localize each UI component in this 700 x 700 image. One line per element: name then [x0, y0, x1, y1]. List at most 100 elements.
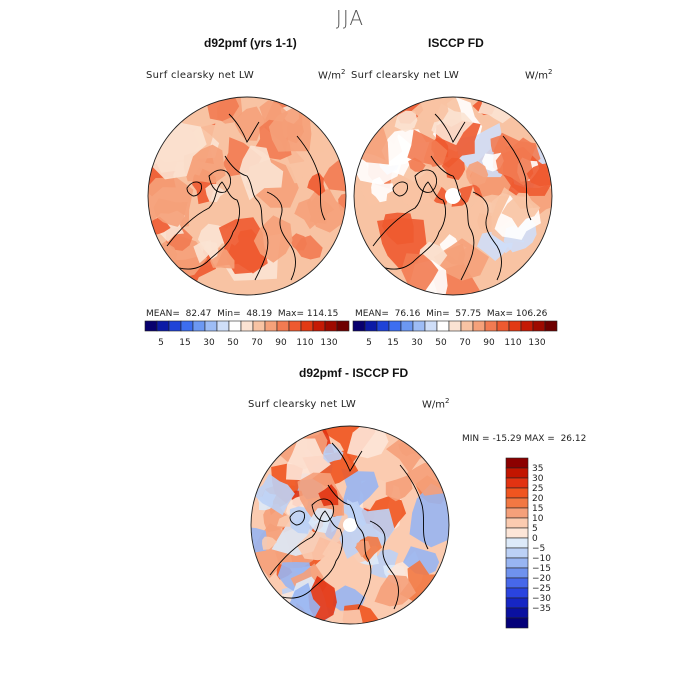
obs-polar-map: [353, 96, 553, 296]
colorbar-tick-label: 70: [251, 338, 263, 348]
colorbar-tick-label: 5: [366, 338, 372, 348]
model-units-label: W/m2: [318, 68, 346, 82]
colorbar-swatch: [496, 320, 510, 332]
colorbar-swatch: [532, 320, 546, 332]
colorbar-swatch: [240, 320, 254, 332]
colorbar-tick-label: −25: [532, 584, 551, 594]
colorbar-tick-label: 110: [296, 338, 313, 348]
model-variable-label: Surf clearsky net LW: [146, 70, 255, 81]
colorbar-swatch: [472, 320, 486, 332]
colorbar-swatch: [505, 607, 529, 619]
colorbar-swatch: [276, 320, 290, 332]
colorbar-tick-label: 30: [532, 474, 544, 484]
colorbar-swatch: [364, 320, 378, 332]
colorbar-swatch: [400, 320, 414, 332]
obs-max-label: Max=: [486, 309, 514, 319]
colorbar-tick-label: 15: [532, 504, 543, 514]
colorbar-tick-label: −35: [532, 604, 551, 614]
colorbar-swatch: [424, 320, 438, 332]
colorbar-tick-label: 70: [459, 338, 471, 348]
colorbar-swatch: [352, 320, 366, 332]
colorbar-swatch: [505, 497, 529, 509]
colorbar-tick-label: 130: [320, 338, 337, 348]
obs-panel-title: ISCCP FD: [428, 36, 484, 50]
colorbar-swatch: [264, 320, 278, 332]
diff-min-label: MIN =: [462, 434, 490, 444]
colorbar-tick-label: 5: [158, 338, 164, 348]
colorbar-swatch: [204, 320, 218, 332]
model-polar-map: [147, 96, 347, 296]
colorbar-tick-label: −30: [532, 594, 551, 604]
colorbar-swatch: [505, 567, 529, 579]
colorbar-tick-label: −10: [532, 554, 551, 564]
colorbar-swatch: [300, 320, 314, 332]
diff-min-value: -15.29: [492, 434, 522, 444]
colorbar-swatch: [520, 320, 534, 332]
obs-min-label: Min=: [426, 309, 450, 319]
colorbar-swatch: [448, 320, 462, 332]
colorbar-tick-label: 30: [411, 338, 423, 348]
colorbar-swatch: [544, 320, 558, 332]
colorbar-swatch: [336, 320, 350, 332]
colorbar-tick-label: 15: [179, 338, 190, 348]
colorbar-swatch: [376, 320, 390, 332]
diff-panel-title: d92pmf - ISCCP FD: [299, 366, 409, 380]
colorbar-tick-label: −15: [532, 564, 551, 574]
colorbar-tick-label: 90: [483, 338, 495, 348]
obs-colorbar: 5 15 30 50 70 90 110 130: [352, 320, 558, 348]
colorbar-swatch: [144, 320, 158, 332]
colorbar-swatch: [436, 320, 450, 332]
obs-min-value: 57.75: [455, 309, 482, 319]
model-panel-title: d92pmf (yrs 1-1): [204, 36, 297, 50]
colorbar-swatch: [460, 320, 474, 332]
model-min-value: 48.19: [246, 309, 273, 319]
colorbar-tick-label: 5: [532, 524, 538, 534]
colorbar-swatch: [388, 320, 402, 332]
obs-max-value: 106.26: [515, 309, 548, 319]
colorbar-swatch: [156, 320, 170, 332]
colorbar-swatch: [412, 320, 426, 332]
colorbar-swatch: [508, 320, 522, 332]
colorbar-tick-label: 110: [504, 338, 521, 348]
model-mean-value: 82.47: [185, 309, 212, 319]
colorbar-tick-label: 0: [532, 534, 538, 544]
colorbar-swatch: [505, 457, 529, 469]
colorbar-tick-label: 15: [387, 338, 398, 348]
model-max-value: 114.15: [306, 309, 339, 319]
obs-variable-label: Surf clearsky net LW: [351, 70, 460, 81]
colorbar-swatch: [505, 487, 529, 499]
colorbar-swatch: [505, 557, 529, 569]
model-colorbar: 5 15 30 50 70 90 110 130: [144, 320, 350, 348]
colorbar-tick-label: 130: [528, 338, 545, 348]
colorbar-swatch: [168, 320, 182, 332]
colorbar-swatch: [324, 320, 338, 332]
model-min-label: Min=: [217, 309, 241, 319]
colorbar-tick-label: 10: [532, 514, 544, 524]
colorbar-swatch: [505, 587, 529, 599]
colorbar-swatch: [288, 320, 302, 332]
model-max-label: Max=: [277, 309, 305, 319]
diff-units-label: W/m2: [422, 397, 450, 411]
obs-stats: MEAN= 76.16 Min= 57.75 Max= 106.26: [355, 309, 547, 319]
colorbar-tick-label: 30: [203, 338, 215, 348]
diff-polar-map: [250, 425, 450, 625]
colorbar-swatch: [228, 320, 242, 332]
colorbar-tick-label: 90: [275, 338, 287, 348]
colorbar-tick-label: −5: [532, 544, 545, 554]
colorbar-swatch: [192, 320, 206, 332]
colorbar-tick-label: 35: [532, 464, 543, 474]
colorbar-tick-label: −20: [532, 574, 551, 584]
colorbar-swatch: [484, 320, 498, 332]
colorbar-swatch: [312, 320, 326, 332]
colorbar-swatch: [505, 477, 529, 489]
colorbar-swatch: [505, 577, 529, 589]
obs-units-label: W/m2: [525, 68, 553, 82]
colorbar-swatch: [505, 597, 529, 609]
colorbar-tick-label: 50: [227, 338, 239, 348]
diff-max-label: MAX =: [524, 434, 555, 444]
model-stats: MEAN= 82.47 Min= 48.19 Max= 114.15: [146, 309, 338, 319]
colorbar-swatch: [252, 320, 266, 332]
obs-mean-value: 76.16: [394, 309, 421, 319]
colorbar-swatch: [216, 320, 230, 332]
